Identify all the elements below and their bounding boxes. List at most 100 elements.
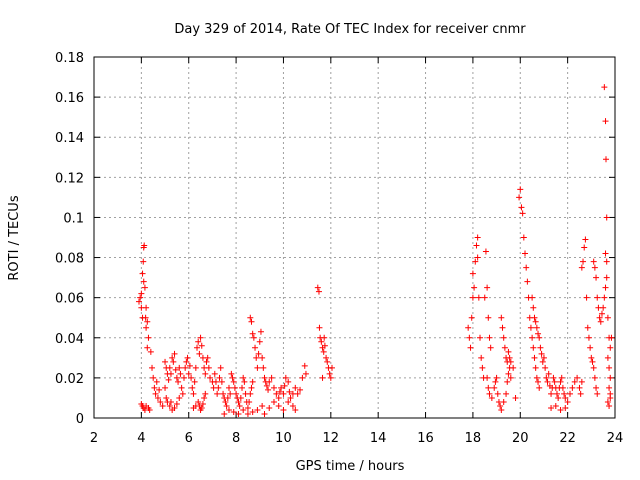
data-point	[195, 338, 202, 345]
data-point	[139, 270, 146, 277]
data-point	[233, 390, 240, 397]
data-point	[198, 404, 205, 411]
data-point	[603, 214, 610, 221]
data-point	[141, 242, 148, 249]
data-point	[275, 394, 282, 401]
data-point	[603, 156, 610, 163]
y-axis-label: ROTI / TECUs	[7, 195, 22, 280]
data-point	[171, 350, 178, 357]
data-point	[268, 374, 275, 381]
data-point	[176, 364, 183, 371]
data-point	[606, 364, 613, 371]
data-point	[604, 398, 611, 405]
data-point	[542, 364, 549, 371]
data-point	[603, 274, 610, 281]
data-point	[555, 394, 562, 401]
x-tick-label: 14	[370, 431, 387, 446]
data-point	[506, 354, 513, 361]
data-point	[578, 264, 585, 271]
data-point	[488, 394, 495, 401]
data-point	[587, 344, 594, 351]
data-point	[228, 370, 235, 377]
x-tick-label: 22	[559, 431, 576, 446]
data-point	[194, 344, 201, 351]
y-tick-label: 0.06	[55, 292, 84, 307]
data-point	[176, 394, 183, 401]
data-point	[469, 270, 476, 277]
data-point	[144, 318, 151, 325]
data-point	[598, 310, 605, 317]
data-point	[602, 250, 609, 257]
data-point	[474, 234, 481, 241]
data-point	[244, 410, 251, 417]
data-point	[478, 354, 485, 361]
data-point	[203, 358, 210, 365]
data-point	[535, 378, 542, 385]
x-tick-label: 4	[137, 431, 145, 446]
data-point	[172, 366, 179, 373]
data-point	[486, 334, 493, 341]
data-point	[182, 364, 189, 371]
data-point	[520, 234, 527, 241]
data-point	[237, 394, 244, 401]
data-point	[140, 258, 147, 265]
data-point	[167, 398, 174, 405]
data-point	[240, 406, 247, 413]
data-point	[143, 324, 150, 331]
data-point	[175, 378, 182, 385]
y-tick-label: 0.18	[55, 51, 84, 66]
data-point	[529, 294, 536, 301]
data-point	[301, 362, 308, 369]
data-point	[323, 354, 330, 361]
data-point	[173, 400, 180, 407]
data-point	[602, 284, 609, 291]
data-point	[216, 374, 223, 381]
data-point	[497, 402, 504, 409]
data-point	[510, 364, 517, 371]
data-point	[581, 244, 588, 251]
data-point	[250, 334, 257, 341]
data-point	[229, 374, 236, 381]
data-point	[512, 394, 519, 401]
data-point	[225, 384, 232, 391]
data-point	[582, 236, 589, 243]
data-point	[255, 350, 262, 357]
data-point	[188, 374, 195, 381]
x-tick-label: 8	[232, 431, 240, 446]
data-point	[252, 344, 259, 351]
data-point	[215, 384, 222, 391]
x-tick-labels: 2 4 6 8 10 12 14 16 18 20 22 24	[90, 431, 623, 446]
chart-title: Day 329 of 2014, Rate Of TEC Index for r…	[174, 22, 526, 37]
data-point	[607, 394, 614, 401]
data-point	[316, 324, 323, 331]
data-point	[562, 394, 569, 401]
data-point	[608, 334, 615, 341]
data-point	[533, 324, 540, 331]
data-point	[593, 384, 600, 391]
data-point	[329, 364, 336, 371]
data-point	[256, 338, 263, 345]
data-point	[137, 294, 144, 301]
data-point	[567, 390, 574, 397]
data-points	[135, 84, 615, 417]
data-point	[266, 404, 273, 411]
data-point	[550, 374, 557, 381]
data-point	[466, 334, 473, 341]
axis-ticks	[93, 56, 616, 419]
data-point	[607, 374, 614, 381]
data-point	[504, 378, 511, 385]
data-point	[145, 334, 152, 341]
y-tick-label: 0.08	[55, 252, 84, 267]
data-point	[500, 398, 507, 405]
data-point	[321, 342, 328, 349]
data-point	[593, 274, 600, 281]
data-point	[498, 314, 505, 321]
y-tick-label: 0.14	[55, 131, 84, 146]
data-point	[286, 388, 293, 395]
data-point	[596, 314, 603, 321]
data-point	[518, 204, 525, 211]
x-tick-label: 10	[275, 431, 292, 446]
data-point	[142, 314, 149, 321]
data-point	[270, 384, 277, 391]
